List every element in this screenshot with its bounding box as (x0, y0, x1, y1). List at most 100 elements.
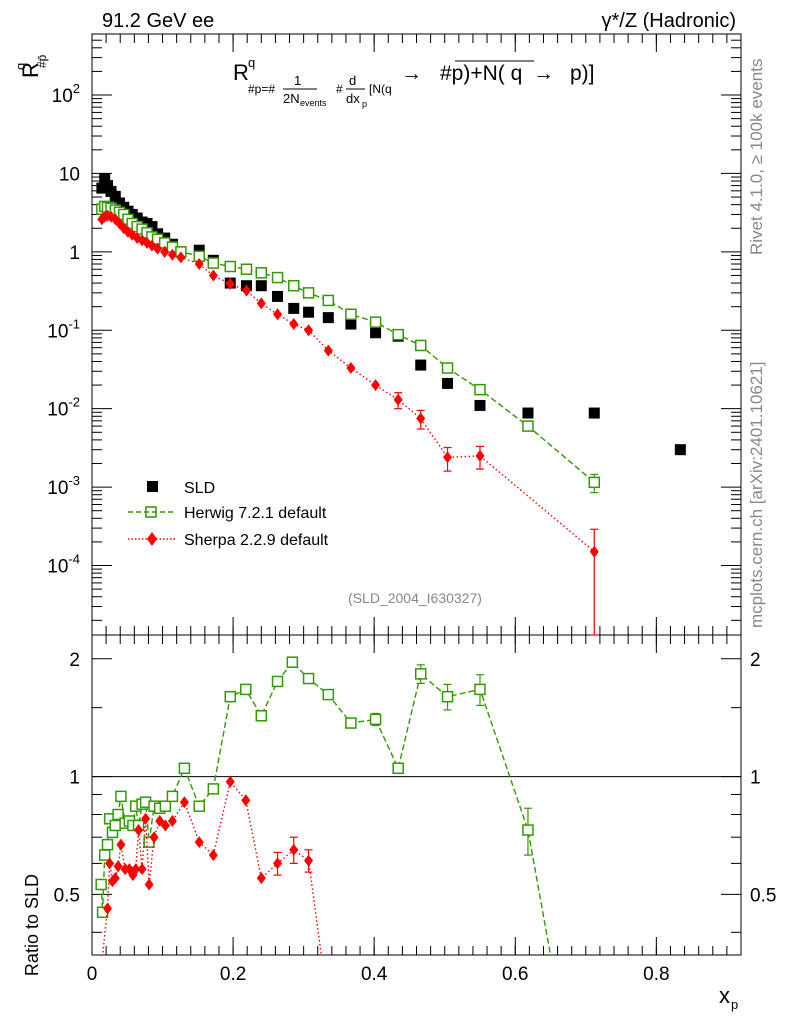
ytick-label-main: 102 (52, 81, 80, 107)
legend-marker-sherpa (147, 532, 157, 546)
ytick-label-ratio: 2 (69, 650, 80, 671)
main-ylabel: R q #p̄ (13, 54, 49, 78)
ratio-point-herwig (109, 819, 122, 832)
formula-tail-a: [N(q (369, 82, 392, 96)
header-right: γ*/Z (Hadronic) (602, 10, 736, 32)
main-point-sherpa (208, 269, 218, 282)
formula-frac2-num: d (349, 73, 356, 88)
formula-sub: #p=# (248, 82, 275, 96)
legend-label-sherpa: Sherpa 2.2.9 default (184, 532, 329, 549)
main-point-sherpa (304, 324, 314, 337)
main-point-herwig (474, 383, 486, 396)
ratio-point-herwig (98, 849, 111, 861)
main-point-data (193, 244, 205, 256)
main-point-herwig (207, 257, 220, 269)
ratio-point-sherpa (141, 812, 151, 825)
ratio-point-herwig (522, 824, 534, 836)
ratio-point-herwig (101, 838, 114, 851)
main-point-herwig (288, 279, 300, 292)
ytick-label-main: 1 (69, 243, 80, 264)
ratio-point-herwig (115, 790, 127, 803)
legend-entry-sherpa: Sherpa 2.2.9 default (128, 532, 329, 549)
ratio-point-sherpa (134, 824, 144, 837)
ratio-point-sherpa (179, 796, 189, 809)
ratio-point-sherpa (131, 863, 141, 876)
main-point-herwig (345, 308, 357, 321)
svg-text:R: R (18, 62, 43, 78)
formula-sup: q (248, 55, 255, 70)
main-point-data (442, 377, 454, 389)
ytick-label-ratio: 1 (69, 768, 80, 789)
xtick-label: 0.4 (361, 964, 388, 985)
main-point-data (522, 407, 534, 419)
ratio-point-herwig (224, 690, 237, 703)
main-point-data (99, 173, 111, 185)
main-plot-layer (96, 173, 686, 636)
ratio-point-sherpa (289, 843, 299, 856)
main-point-data (109, 190, 121, 202)
main-point-sherpa (323, 344, 333, 357)
legend-label-sld: SLD (184, 480, 215, 497)
xtick-label: 0 (87, 964, 98, 985)
legend-marker-herwig (145, 506, 157, 518)
ratio-point-sherpa (105, 857, 115, 870)
svg-text:#p̄: #p̄ (35, 54, 49, 68)
analysis-id: (SLD_2004_I630327) (348, 590, 482, 606)
formula-R: R (233, 60, 249, 85)
formula-arrow1: → (401, 62, 422, 85)
ratio-point-sherpa (194, 836, 204, 849)
ytick-label-main: 10-2 (47, 395, 80, 421)
formula-frac1-num: 1 (294, 73, 301, 88)
main-point-sherpa (194, 257, 204, 270)
main-point-sherpa (225, 277, 235, 290)
axes-layer: 0 0.2 0.4 0.6 0.8 10-4 10-3 10-2 10-1 1 10 102 0.5 0.… (47, 33, 776, 985)
main-point-data (146, 221, 158, 233)
main-point-herwig (441, 362, 454, 374)
ytick-label-ratio-right: 1 (750, 768, 761, 789)
main-point-data (255, 280, 267, 292)
main-point-sherpa (393, 393, 403, 406)
xlabel-main: x (719, 983, 730, 1008)
main-point-sherpa (167, 248, 177, 261)
ratio-point-sherpa (160, 819, 170, 832)
main-point-herwig (255, 267, 268, 279)
ratio-point-herwig (302, 672, 315, 685)
formula-arrow2: → (533, 62, 554, 85)
ratio-point-sherpa (103, 902, 113, 915)
ytick-label-main: 10 (59, 164, 80, 185)
main-point-data (96, 182, 108, 194)
ratio-line-sherpa (101, 780, 322, 956)
legend: SLD Herwig 7.2.1 default Sherpa 2.2.9 de… (128, 480, 329, 549)
main-point-sherpa (176, 251, 186, 264)
ratio-point-sherpa (137, 863, 147, 876)
main-point-sherpa (589, 545, 599, 558)
ratio-plot-layer (95, 656, 552, 956)
ratio-point-sherpa (273, 857, 283, 870)
main-point-sherpa (273, 308, 283, 321)
main-point-data (322, 312, 334, 324)
legend-label-herwig: Herwig 7.2.1 default (184, 505, 327, 522)
main-point-herwig (522, 420, 534, 432)
ratio-point-herwig (193, 800, 205, 812)
main-point-sherpa (346, 362, 356, 375)
main-point-herwig (392, 328, 404, 341)
ytick-label-main: 10-3 (47, 473, 80, 499)
main-point-data (303, 306, 315, 318)
main-point-herwig (224, 260, 237, 273)
mcplots-label: mcplots.cern.ch [arXiv:2401.10621] (747, 362, 766, 628)
xtick-label: 0.2 (220, 964, 246, 985)
main-point-sherpa (153, 242, 163, 255)
ratio-point-sherpa (241, 794, 251, 807)
ratio-point-herwig (112, 808, 124, 821)
main-point-herwig (302, 287, 315, 299)
ratio-point-sherpa (116, 838, 126, 851)
ytick-label-ratio: 0.5 (54, 885, 80, 906)
ytick-label-ratio-right: 0.5 (750, 885, 776, 906)
ratio-point-herwig (240, 683, 252, 696)
main-point-herwig (369, 316, 382, 328)
ratio-point-sherpa (167, 814, 177, 827)
formula: R q #p=# 1 2N events # d dx p [N(q → #p)… (233, 55, 595, 109)
ratio-point-sherpa (225, 775, 235, 788)
main-point-herwig (271, 271, 284, 284)
